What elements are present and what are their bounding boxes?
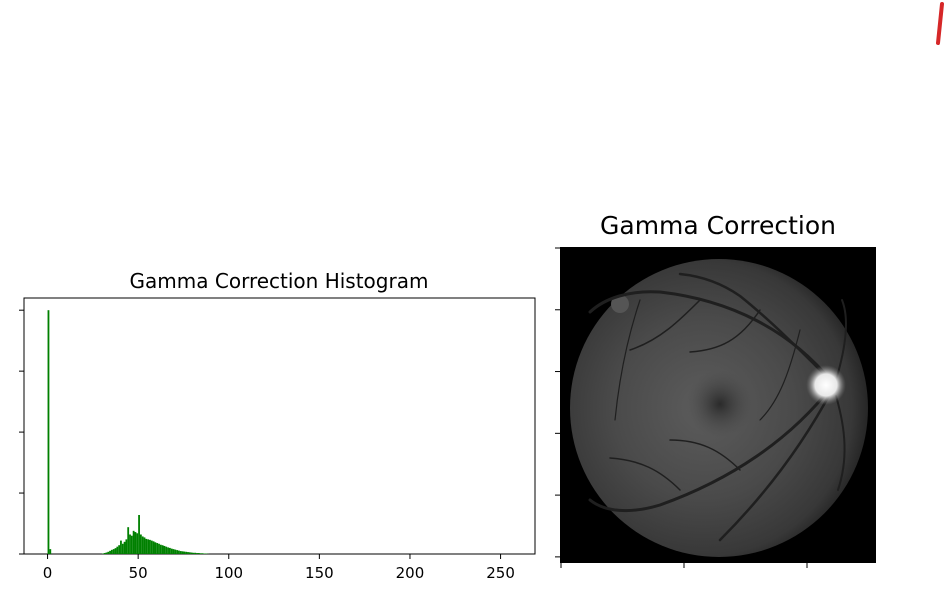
histogram-bar bbox=[130, 535, 133, 554]
histogram-bar bbox=[152, 541, 155, 554]
x-tick-label: 200 bbox=[396, 564, 425, 582]
histogram-bar bbox=[149, 539, 151, 554]
histogram-bar bbox=[145, 538, 148, 554]
x-tick-label: 0 bbox=[43, 564, 53, 582]
image-axis-ticks bbox=[555, 247, 808, 568]
histogram-bar bbox=[159, 544, 162, 554]
histogram-bar bbox=[116, 546, 119, 554]
histogram-bar bbox=[174, 549, 177, 554]
histogram-bar bbox=[129, 534, 131, 554]
histogram-bar bbox=[172, 549, 175, 554]
histogram-bar bbox=[179, 551, 182, 554]
histogram-bar bbox=[178, 550, 180, 554]
histogram-bar bbox=[196, 553, 198, 554]
histogram-bar bbox=[141, 536, 144, 554]
x-tick-label: 250 bbox=[486, 564, 515, 582]
histogram-bar bbox=[197, 553, 200, 554]
histogram-bar bbox=[143, 537, 146, 554]
histogram-bar bbox=[107, 551, 110, 554]
histogram-bar bbox=[150, 540, 153, 554]
histogram-bar bbox=[168, 547, 171, 554]
fundus-image bbox=[570, 259, 868, 557]
histogram-bar bbox=[105, 552, 108, 554]
red-corner-mark bbox=[936, 2, 944, 45]
histogram-bar bbox=[109, 550, 111, 554]
histogram-y-ticks bbox=[19, 309, 24, 555]
image-panel bbox=[555, 247, 876, 568]
histogram-plot-frame bbox=[23, 297, 536, 555]
histogram-bar bbox=[199, 553, 202, 554]
histogram-bar bbox=[163, 545, 166, 554]
histogram-bar bbox=[114, 548, 117, 554]
histogram-bar bbox=[134, 532, 137, 554]
histogram-bar bbox=[192, 552, 195, 554]
histogram-bar bbox=[138, 514, 140, 554]
histogram-bar bbox=[181, 551, 184, 554]
histogram-bar bbox=[103, 553, 106, 554]
histogram-bars bbox=[47, 310, 209, 554]
histogram-x-ticks: 0 50 100 150 200 250 bbox=[43, 554, 515, 582]
histogram-bar bbox=[125, 539, 128, 554]
x-tick-label: 50 bbox=[129, 564, 148, 582]
histogram-axes: 0 50 100 150 200 250 bbox=[19, 297, 536, 582]
histogram-title: Gamma Correction Histogram bbox=[129, 269, 429, 293]
histogram-bar bbox=[170, 548, 173, 554]
histogram-bar bbox=[187, 552, 189, 554]
histogram-bar bbox=[194, 552, 197, 554]
histogram-bar bbox=[120, 540, 122, 554]
histogram-bar bbox=[49, 549, 52, 554]
histogram-bar bbox=[123, 541, 126, 554]
histogram-bar bbox=[136, 533, 139, 554]
histogram-bar bbox=[165, 546, 168, 554]
histogram-bar bbox=[139, 534, 142, 554]
histogram-bar bbox=[132, 530, 135, 554]
histogram-bar bbox=[112, 549, 115, 554]
histogram-bar bbox=[190, 552, 193, 554]
histogram-bar bbox=[185, 551, 188, 554]
histogram-bar bbox=[161, 545, 164, 554]
histogram-bar bbox=[158, 543, 160, 554]
histogram-bar bbox=[188, 552, 191, 554]
image-title: Gamma Correction bbox=[600, 211, 836, 240]
histogram-bar bbox=[201, 553, 204, 554]
histogram-bar bbox=[121, 543, 124, 554]
histogram-bar bbox=[176, 550, 179, 554]
histogram-bar bbox=[154, 542, 157, 554]
histogram-bar bbox=[127, 527, 130, 554]
histogram-bar bbox=[167, 547, 169, 554]
histogram-bar bbox=[110, 549, 113, 554]
x-tick-label: 150 bbox=[305, 564, 334, 582]
histogram-bar bbox=[47, 310, 50, 554]
histogram-bar bbox=[118, 545, 121, 554]
histogram-bar bbox=[147, 539, 150, 554]
histogram-bar bbox=[156, 543, 159, 554]
histogram-bar bbox=[183, 551, 186, 554]
x-tick-label: 100 bbox=[214, 564, 243, 582]
